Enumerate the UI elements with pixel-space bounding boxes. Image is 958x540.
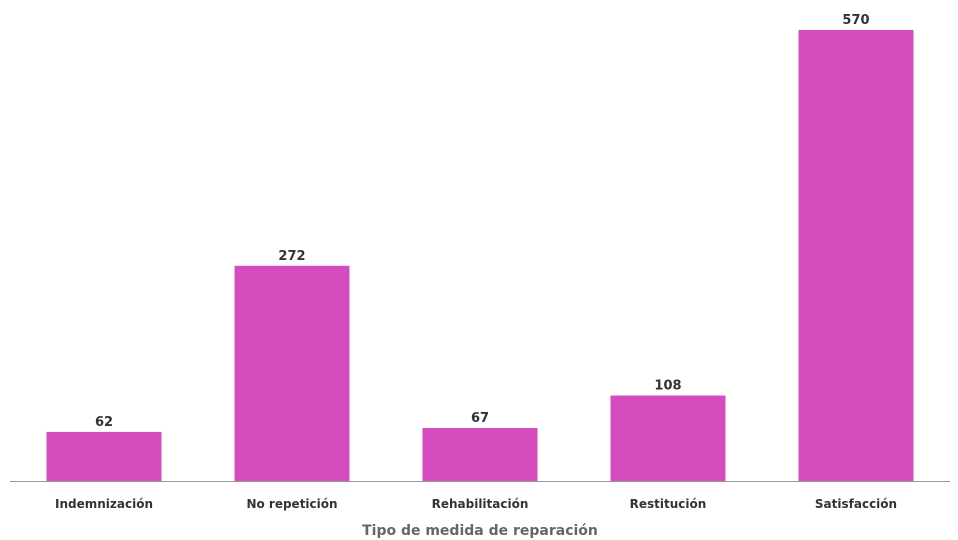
- x-tick-label-0: Indemnización: [55, 497, 153, 511]
- data-label-3: 108: [654, 379, 681, 394]
- x-axis-title: Tipo de medida de reparación: [362, 523, 598, 539]
- bars-group: [46, 30, 914, 481]
- x-tick-label-4: Satisfacción: [815, 497, 897, 511]
- x-tick-labels-group: Indemnización No repetición Rehabilitación…: [55, 497, 897, 511]
- data-labels-group: 62 272 67 108 570: [95, 13, 870, 430]
- data-label-4: 570: [842, 13, 869, 28]
- data-label-0: 62: [95, 415, 113, 430]
- x-tick-label-1: No repetición: [246, 497, 337, 511]
- data-label-1: 272: [278, 249, 305, 264]
- bar-2: [422, 428, 538, 481]
- bar-4: [798, 30, 914, 481]
- bar-1: [234, 265, 350, 481]
- x-tick-label-2: Rehabilitación: [432, 497, 529, 511]
- x-tick-label-3: Restitución: [630, 497, 707, 511]
- bar-3: [610, 395, 726, 481]
- bar-0: [46, 431, 162, 481]
- data-label-2: 67: [471, 411, 489, 426]
